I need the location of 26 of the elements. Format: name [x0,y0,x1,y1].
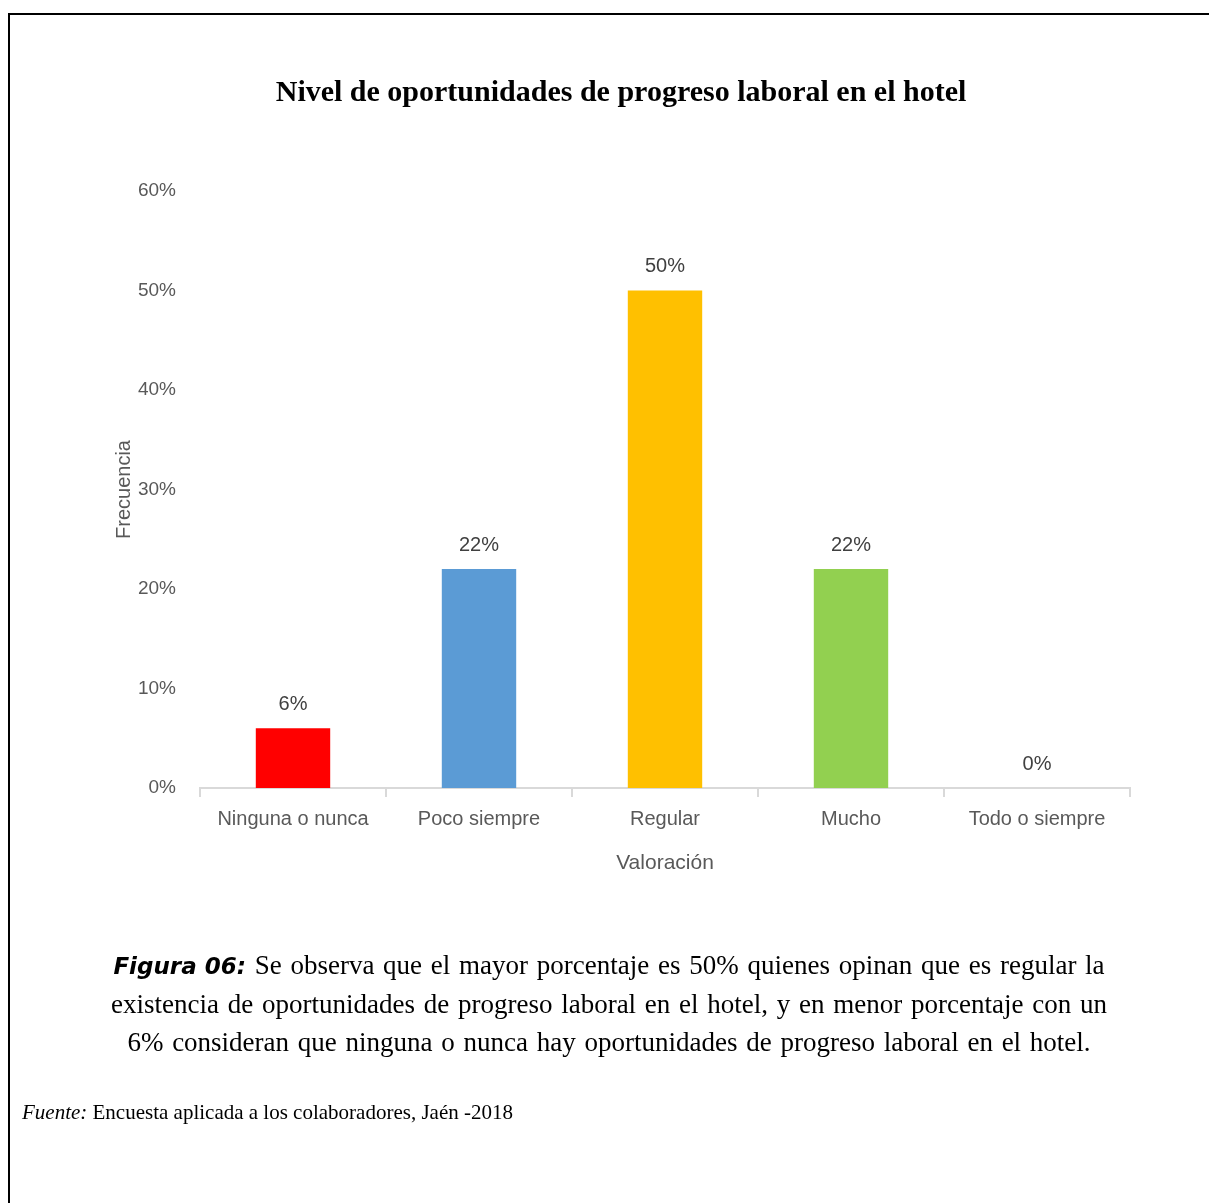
source-note: Fuente: Encuesta aplicada a los colaboradores, Jaén -2018 [22,1099,513,1126]
chart-title: Nivel de oportunidades de progreso laboral en el hotel [275,73,967,107]
y-tick-label: 30% [137,477,177,499]
text: Figura 06: Se observa que el mayor porcentaje es 50% quienes opinan que es regular la existencia de oportunidades de progreso laboral en el hotel, y en menor porcentaje con un 6% consideran que ninguna o nunca hay oportunidades de progreso laboral en el hotel. [110,949,1108,1059]
y-tick-label: 40% [137,378,177,400]
bar [813,569,889,788]
y-tick-label: 10% [137,676,177,698]
data-label: 0% [1022,751,1052,774]
x-tick-label: Todo o siempre [968,806,1106,829]
x-tick-label: Ninguna o nunca [217,806,370,829]
y-tick-label: 50% [137,278,177,300]
bar [627,290,703,788]
data-label: 22% [830,532,872,555]
x-axis-title: Valoración [616,850,714,874]
x-tick-label: Poco siempre [417,806,541,829]
x-tick-label: Mucho [820,806,882,829]
data-label: 50% [644,254,686,277]
y-tick-label: 20% [137,577,177,599]
data-label: 6% [278,691,308,714]
y-tick-label: 0% [148,776,177,798]
y-axis-title: Frecuencia [111,439,134,539]
x-tick-label: Regular [629,806,701,829]
bar [441,569,517,788]
y-tick-label: 60% [137,179,177,201]
bar [255,728,331,788]
data-label: 22% [458,532,500,555]
